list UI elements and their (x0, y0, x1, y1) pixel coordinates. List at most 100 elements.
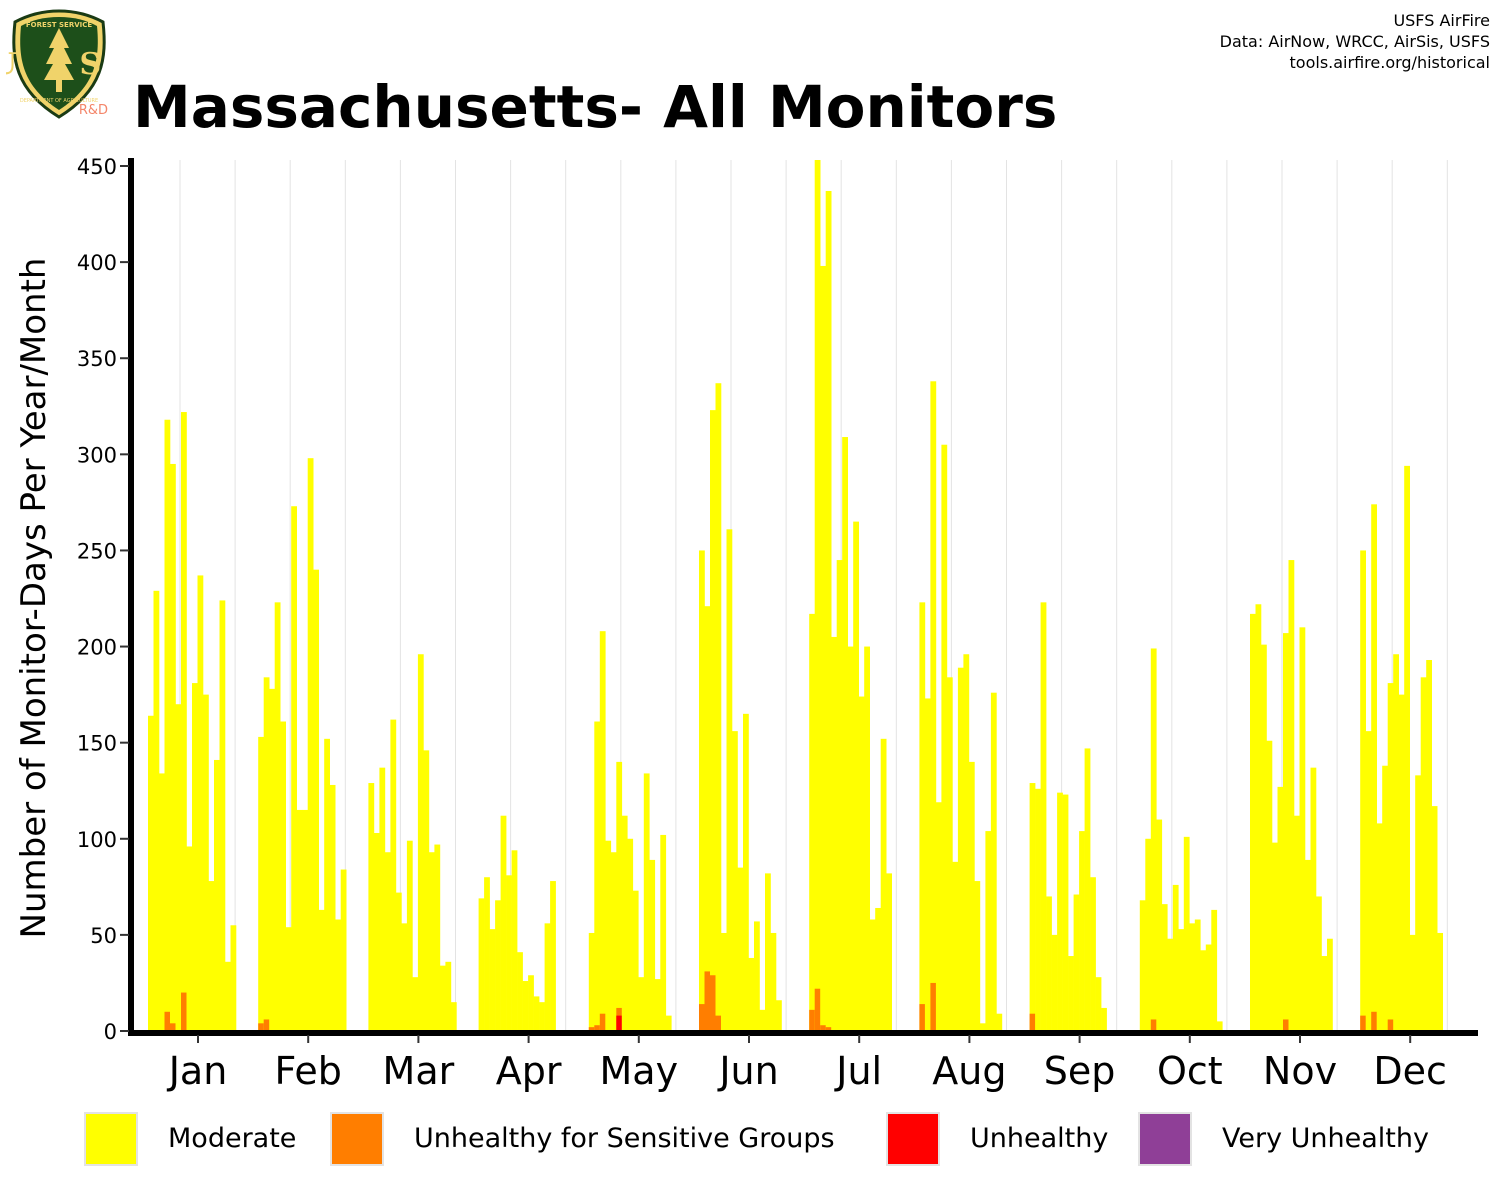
bar-moderate (1205, 944, 1212, 1031)
bar-moderate (996, 1013, 1003, 1031)
bar-moderate (660, 834, 667, 1031)
x-tick-label-jul: Jul (834, 1049, 882, 1093)
bar-moderate (616, 761, 623, 1031)
y-tick-label: 250 (77, 539, 117, 563)
bar-moderate (770, 932, 777, 1031)
bar-usg (1371, 1011, 1377, 1031)
bar-moderate (864, 646, 870, 1031)
bar-moderate (164, 419, 171, 1031)
bar-moderate (1288, 560, 1295, 1031)
bar-moderate (737, 867, 744, 1031)
bar-moderate (710, 410, 716, 1032)
bar-moderate (1073, 894, 1080, 1031)
bar-moderate (307, 458, 314, 1032)
bar-moderate (1404, 465, 1410, 1031)
month-group-mar (368, 654, 457, 1031)
bar-moderate (886, 873, 892, 1031)
bar-moderate (1057, 792, 1063, 1031)
x-tick-label-jun: Jun (717, 1049, 778, 1093)
bar-moderate (1316, 896, 1322, 1031)
x-tick-label-feb: Feb (275, 1049, 342, 1093)
y-tick-label: 450 (77, 155, 117, 179)
bar-moderate (715, 383, 722, 1031)
bar-moderate (423, 750, 430, 1031)
y-tick-label: 100 (77, 828, 117, 852)
usfs-shield-icon: FOREST SERVICE U S DEPARTMENT OF AGRICUL… (6, 9, 108, 119)
month-group-jan (148, 412, 237, 1031)
bar-moderate (704, 606, 711, 1031)
bar-moderate (528, 975, 534, 1031)
bar-moderate (974, 881, 981, 1031)
y-axis-label: Number of Monitor-Days Per Year/Month (14, 258, 54, 939)
bar-usg (170, 1023, 176, 1031)
legend: Moderate Unhealthy for Sensitive Groups … (84, 1110, 1494, 1172)
bar-moderate (765, 873, 771, 1031)
logo-text-bottom: DEPARTMENT OF AGRICULTURE (20, 98, 98, 104)
bar-moderate (450, 1002, 457, 1031)
bar-moderate (1145, 838, 1152, 1031)
bar-moderate (550, 881, 556, 1031)
bar-moderate (517, 952, 523, 1031)
month-group-nov (1250, 560, 1333, 1031)
bar-moderate (340, 869, 347, 1031)
bar-moderate (1139, 900, 1146, 1031)
y-tick-label: 150 (77, 732, 117, 756)
bar-moderate (395, 892, 402, 1031)
bar-moderate (627, 838, 634, 1031)
bar-moderate (478, 898, 485, 1031)
x-tick-label-dec: Dec (1373, 1049, 1447, 1093)
bar-moderate (820, 265, 826, 1031)
x-tick-label-apr: Apr (496, 1049, 562, 1093)
bar-moderate (814, 160, 821, 1031)
bar-moderate (1046, 896, 1052, 1031)
bar-moderate (721, 932, 727, 1031)
legend-swatch-very-unhealthy (1138, 1112, 1192, 1166)
bar-moderate (743, 713, 749, 1031)
month-group-apr (478, 815, 556, 1031)
bar-moderate (1420, 677, 1427, 1031)
bar-usg (258, 1023, 264, 1031)
bar-moderate (605, 840, 612, 1031)
bar-moderate (1068, 956, 1074, 1031)
bar-moderate (390, 719, 397, 1031)
bar-moderate (148, 715, 154, 1031)
bar-moderate (522, 981, 529, 1031)
bar-moderate (594, 721, 601, 1031)
bar-moderate (1167, 938, 1174, 1031)
bar-moderate (1250, 613, 1256, 1031)
bar-moderate (1189, 923, 1196, 1031)
bar-moderate (1327, 938, 1333, 1031)
bar-moderate (1294, 815, 1300, 1031)
logo-rd-label: R&D (79, 103, 108, 118)
bar-moderate (1090, 877, 1096, 1031)
bar-moderate (649, 859, 656, 1031)
bar-moderate (1283, 633, 1289, 1031)
bar-moderate (654, 979, 661, 1031)
bar-moderate (732, 731, 738, 1031)
x-tick-label-mar: Mar (383, 1049, 455, 1093)
x-tick-label-jan: Jan (167, 1049, 228, 1093)
bar-moderate (225, 961, 231, 1031)
bar-moderate (313, 569, 319, 1031)
bar-usg (588, 1027, 595, 1031)
bar-moderate (930, 381, 937, 1031)
bar-usg (1387, 1019, 1394, 1031)
legend-label-moderate: Moderate (168, 1123, 297, 1154)
bar-moderate (274, 602, 281, 1031)
bar-moderate (445, 961, 452, 1031)
bar-moderate (1393, 654, 1399, 1031)
bar-moderate (1172, 884, 1179, 1031)
bar-moderate (434, 844, 441, 1031)
bar-moderate (858, 696, 865, 1031)
bar-moderate (869, 919, 876, 1031)
bar-moderate (417, 654, 424, 1031)
logo-text-top: FOREST SERVICE (26, 21, 93, 29)
bar-usg (599, 1013, 606, 1031)
credit-line-1: USFS AirFire (1393, 11, 1490, 30)
month-group-dec (1360, 465, 1443, 1031)
bar-moderate (1277, 786, 1284, 1031)
bar-usg (825, 1027, 832, 1031)
bar-moderate (924, 698, 931, 1031)
bar-moderate (1376, 823, 1383, 1031)
